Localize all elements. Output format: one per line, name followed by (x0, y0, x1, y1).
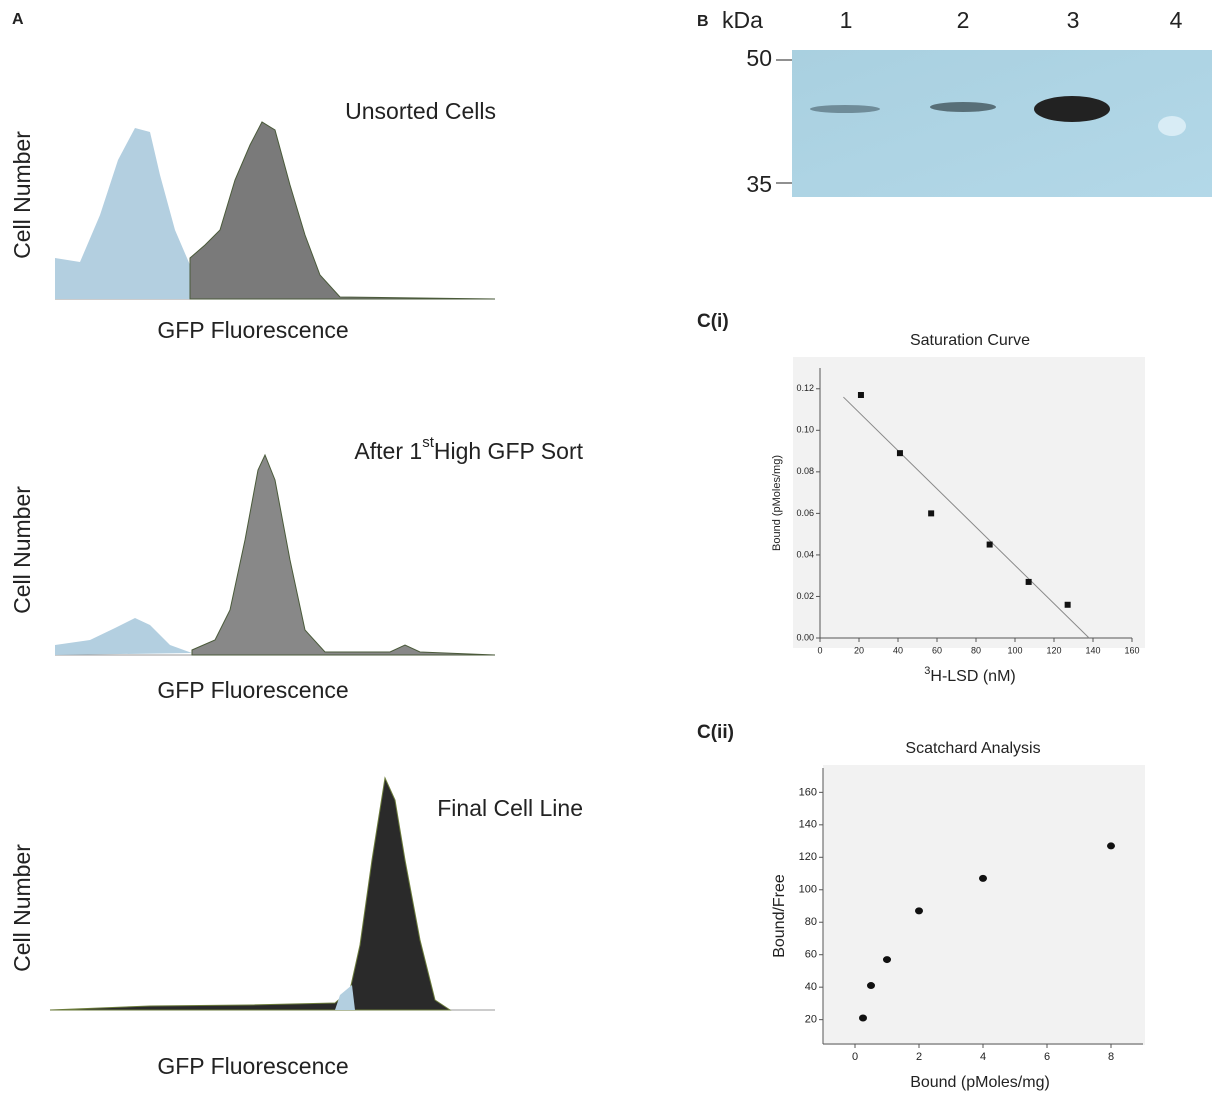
histogram-fill (55, 128, 190, 299)
x-tick-label: 20 (854, 645, 864, 655)
point (867, 982, 875, 989)
y-tick-label: 0.06 (796, 508, 814, 518)
x-tick-label: 0 (852, 1051, 858, 1063)
x-label: Bound (pMoles/mg) (910, 1074, 1050, 1091)
band (930, 102, 996, 112)
spot (1158, 116, 1186, 136)
y-tick-label: 0.12 (796, 383, 814, 393)
x-label-text: Bound (pMoles/mg) (910, 1074, 1050, 1091)
x-tick-label: 4 (980, 1051, 986, 1063)
point (928, 510, 934, 516)
marker-label: 50 (746, 45, 772, 71)
x-tick-label: 0 (817, 645, 822, 655)
y-tick-label: 60 (805, 949, 817, 961)
marker-label: 35 (746, 171, 772, 197)
point (1107, 842, 1115, 849)
point (1065, 602, 1071, 608)
chart-title: Scatchard Analysis (905, 740, 1040, 757)
histogram-fill (55, 618, 192, 655)
x-tick-label: 40 (893, 645, 903, 655)
point (883, 956, 891, 963)
y-tick-label: 100 (799, 884, 817, 896)
lane-label: 3 (1067, 7, 1080, 33)
x-label: GFP Fluorescence (157, 677, 348, 703)
point (897, 450, 903, 456)
y-tick-label: 0.00 (796, 632, 814, 642)
lane-label: 1 (840, 7, 853, 33)
y-label: Bound/Free (771, 874, 788, 958)
y-tick-label: 120 (799, 851, 817, 863)
x-label: GFP Fluorescence (157, 1053, 348, 1079)
lane-label: 4 (1170, 7, 1183, 33)
point (859, 1015, 867, 1022)
histogram-fill (192, 455, 495, 655)
x-label: GFP Fluorescence (157, 317, 348, 343)
x-label: 3H-LSD (nM) (924, 665, 1015, 685)
x-tick-label: 8 (1108, 1051, 1114, 1063)
y-tick-label: 80 (805, 916, 817, 928)
y-label: Cell Number (9, 131, 35, 259)
y-label: Cell Number (9, 844, 35, 972)
x-tick-label: 2 (916, 1051, 922, 1063)
point (987, 542, 993, 548)
y-tick-label: 40 (805, 981, 817, 993)
y-tick-label: 0.08 (796, 466, 814, 476)
plot-frame (793, 357, 1145, 648)
y-tick-label: 140 (799, 819, 817, 831)
histogram-fill (335, 985, 355, 1010)
band (810, 105, 880, 113)
hist-title: Final Cell Line (437, 795, 583, 821)
lane-label: 2 (957, 7, 970, 33)
y-tick-label: 0.02 (796, 591, 814, 601)
point (1026, 579, 1032, 585)
y-tick-label: 20 (805, 1014, 817, 1026)
panel-label: C(i) (697, 311, 729, 332)
x-tick-label: 120 (1046, 645, 1061, 655)
y-tick-label: 0.04 (796, 549, 814, 559)
y-tick-label: 160 (799, 786, 817, 798)
x-tick-label: 100 (1007, 645, 1022, 655)
band (1034, 96, 1110, 122)
blot (792, 50, 1212, 197)
point (915, 907, 923, 914)
x-tick-label: 6 (1044, 1051, 1050, 1063)
x-tick-label: 140 (1085, 645, 1100, 655)
x-tick-label: 60 (932, 645, 942, 655)
hist-title: After 1stHigh GFP Sort (354, 434, 583, 464)
chart-title: Saturation Curve (910, 332, 1030, 349)
y-tick-label: 0.10 (796, 425, 814, 435)
histogram-fill (50, 778, 450, 1010)
point (858, 392, 864, 398)
hist-title: Unsorted Cells (345, 98, 496, 124)
panel-label: A (12, 11, 24, 28)
panel-label: C(ii) (697, 722, 734, 743)
figure: A Unsorted Cells Cell Number GFP Fluores… (0, 0, 1212, 1092)
panel-label: B (697, 13, 709, 30)
page: A Unsorted Cells Cell Number GFP Fluores… (0, 0, 1212, 1092)
y-label: Bound (pMoles/mg) (771, 455, 783, 551)
unit-label: kDa (722, 7, 763, 33)
x-tick-label: 80 (971, 645, 981, 655)
x-label-text: H-LSD (nM) (930, 668, 1015, 685)
point (979, 875, 987, 882)
x-tick-label: 160 (1124, 645, 1139, 655)
y-label: Cell Number (9, 486, 35, 614)
plot-frame (823, 765, 1145, 1045)
histogram-fill (190, 122, 495, 299)
